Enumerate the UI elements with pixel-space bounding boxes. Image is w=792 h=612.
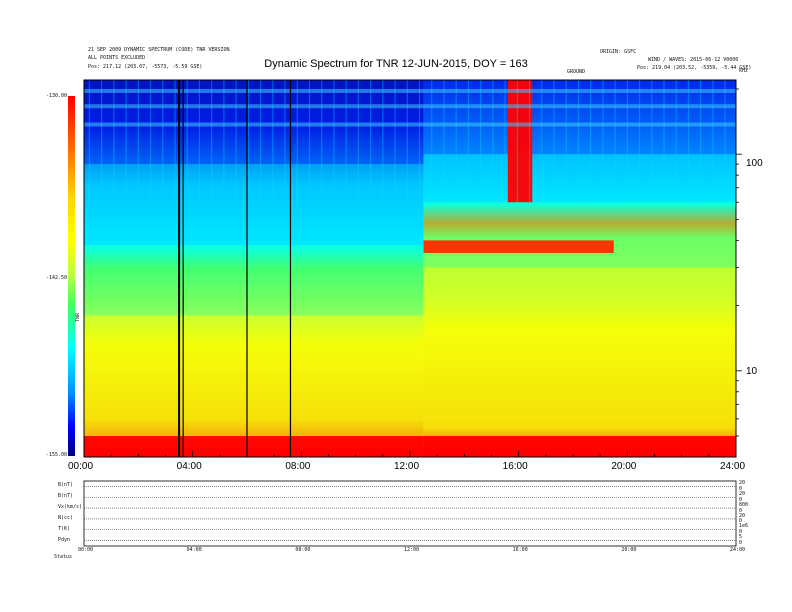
- x-tick-label: 08:00: [285, 461, 311, 472]
- spectrum-marks: [84, 80, 736, 457]
- band-0: [84, 436, 424, 457]
- footer-status: Status: [54, 554, 73, 560]
- panel-x-tick: 20:00: [621, 547, 637, 553]
- band-6: [423, 267, 736, 437]
- header-left-pos: Pos: 217.12 (203.07, -5573, -5.59 GSE): [88, 64, 203, 70]
- panel-right-value: 800: [739, 501, 749, 508]
- band-8: [423, 154, 736, 203]
- header-right-corner: kHz: [739, 68, 749, 74]
- panel-right-value: 20: [739, 490, 746, 497]
- axes: [83, 88, 742, 457]
- panel-label: Pdyn: [58, 536, 71, 543]
- x-tick-label: 16:00: [502, 461, 528, 472]
- panel-right-value: 0: [739, 518, 743, 525]
- panel-x-tick: 24:00: [730, 547, 746, 553]
- x-tick-label: 00:00: [68, 461, 94, 472]
- panel-x-tick: 08:00: [295, 547, 311, 553]
- panel-right-value: 0: [739, 529, 743, 536]
- band-5: [423, 436, 736, 457]
- panel-right-value: 0: [739, 496, 743, 503]
- header-right-pos: Pos: 219.04 (203.52, -5359, -5.44 GSE): [637, 65, 752, 71]
- band-4: [84, 80, 424, 165]
- top-band-1: [84, 104, 736, 109]
- panel-label: Vx(km/s): [58, 504, 83, 511]
- panel-right-value: 0: [739, 507, 743, 514]
- panel-frame: [83, 480, 737, 547]
- colorbar-tick-top: -130.00: [46, 93, 68, 99]
- y-tick-100: 100: [746, 158, 763, 169]
- panel-label: B(nT): [58, 482, 74, 489]
- band-3: [84, 164, 424, 246]
- y-tick-10: 10: [746, 366, 758, 377]
- panel-right-value: 0: [739, 485, 743, 492]
- header-right-origin: ORIGIN: GSFC: [600, 49, 637, 55]
- panel-right-value: 20: [739, 512, 746, 519]
- panel-right-value: 1e6: [739, 523, 749, 530]
- panel-label: T(K): [58, 525, 71, 532]
- spectrum-background: [84, 80, 736, 457]
- header-left-line-1: 21 SEP 2009 DYNAMIC SPECTRUM (CODE) TNR …: [88, 47, 230, 53]
- band-1: [84, 315, 424, 437]
- panel-label: B(nT): [58, 493, 74, 500]
- x-tick-label: 12:00: [394, 461, 420, 472]
- top-band-2: [84, 122, 736, 127]
- panel-x-tick: 00:00: [78, 547, 94, 553]
- x-tick-label: 24:00: [720, 461, 746, 472]
- bg-active-period: [423, 80, 736, 457]
- bottom-panels: [83, 480, 737, 547]
- panel-right-value: 20: [739, 480, 746, 486]
- chart-title: Dynamic Spectrum for TNR 12-JUN-2015, DO…: [264, 58, 528, 70]
- colorbar-tick-bottom: -155.00: [46, 452, 68, 458]
- band-2: [84, 245, 424, 316]
- top-band-0: [84, 88, 736, 93]
- band-7: [423, 202, 736, 268]
- panel-x-tick: 12:00: [404, 547, 420, 553]
- header-right-line-2: WIND / WAVES: 2015-06-12 V0000: [648, 57, 739, 63]
- band-10: [507, 80, 533, 203]
- bg-quiet-period: [84, 80, 424, 457]
- x-tick-label: 20:00: [611, 461, 637, 472]
- x-tick-label: 04:00: [176, 461, 202, 472]
- panel-label: N(cc): [58, 514, 74, 521]
- panel-x-tick: 16:00: [512, 547, 528, 553]
- colorbar-tick-mid: -142.50: [46, 275, 68, 281]
- colorbar: [68, 96, 75, 456]
- header-right-mid: GROUND: [567, 69, 586, 75]
- band-11: [423, 240, 614, 253]
- panel-right-value: 5: [739, 534, 743, 541]
- panel-x-tick: 04:00: [186, 547, 202, 553]
- header-left-line-2: ALL POINTS EXCLUDED: [88, 55, 146, 61]
- panel-right-value: 0: [739, 540, 743, 546]
